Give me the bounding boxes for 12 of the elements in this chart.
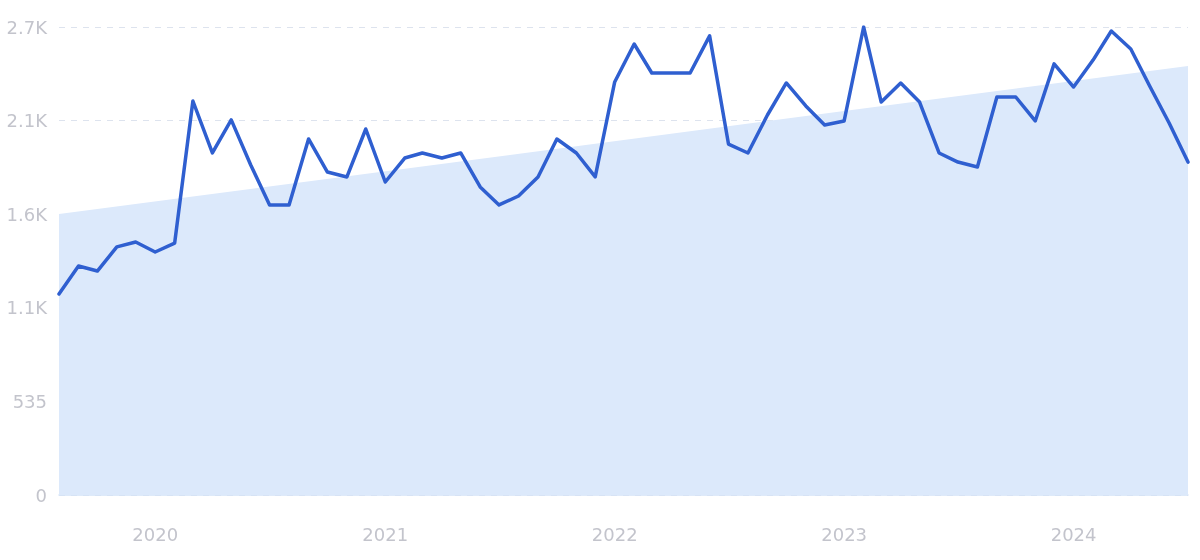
x-tick-label: 2023: [821, 523, 868, 545]
x-tick-label: 2021: [362, 523, 409, 545]
x-tick-label: 2024: [1050, 523, 1097, 545]
y-tick-label: 535: [12, 390, 47, 412]
y-tick-label: 1.1K: [6, 297, 49, 319]
y-tick-label: 2.7K: [6, 16, 49, 38]
y-tick-label: 1.6K: [6, 203, 49, 225]
line-series: [57, 25, 1190, 296]
x-tick-label: 2022: [591, 523, 638, 545]
y-tick-label: 0: [35, 484, 47, 506]
y-tick-label: 2.1K: [6, 110, 49, 132]
x-tick-label: 2020: [132, 523, 179, 545]
